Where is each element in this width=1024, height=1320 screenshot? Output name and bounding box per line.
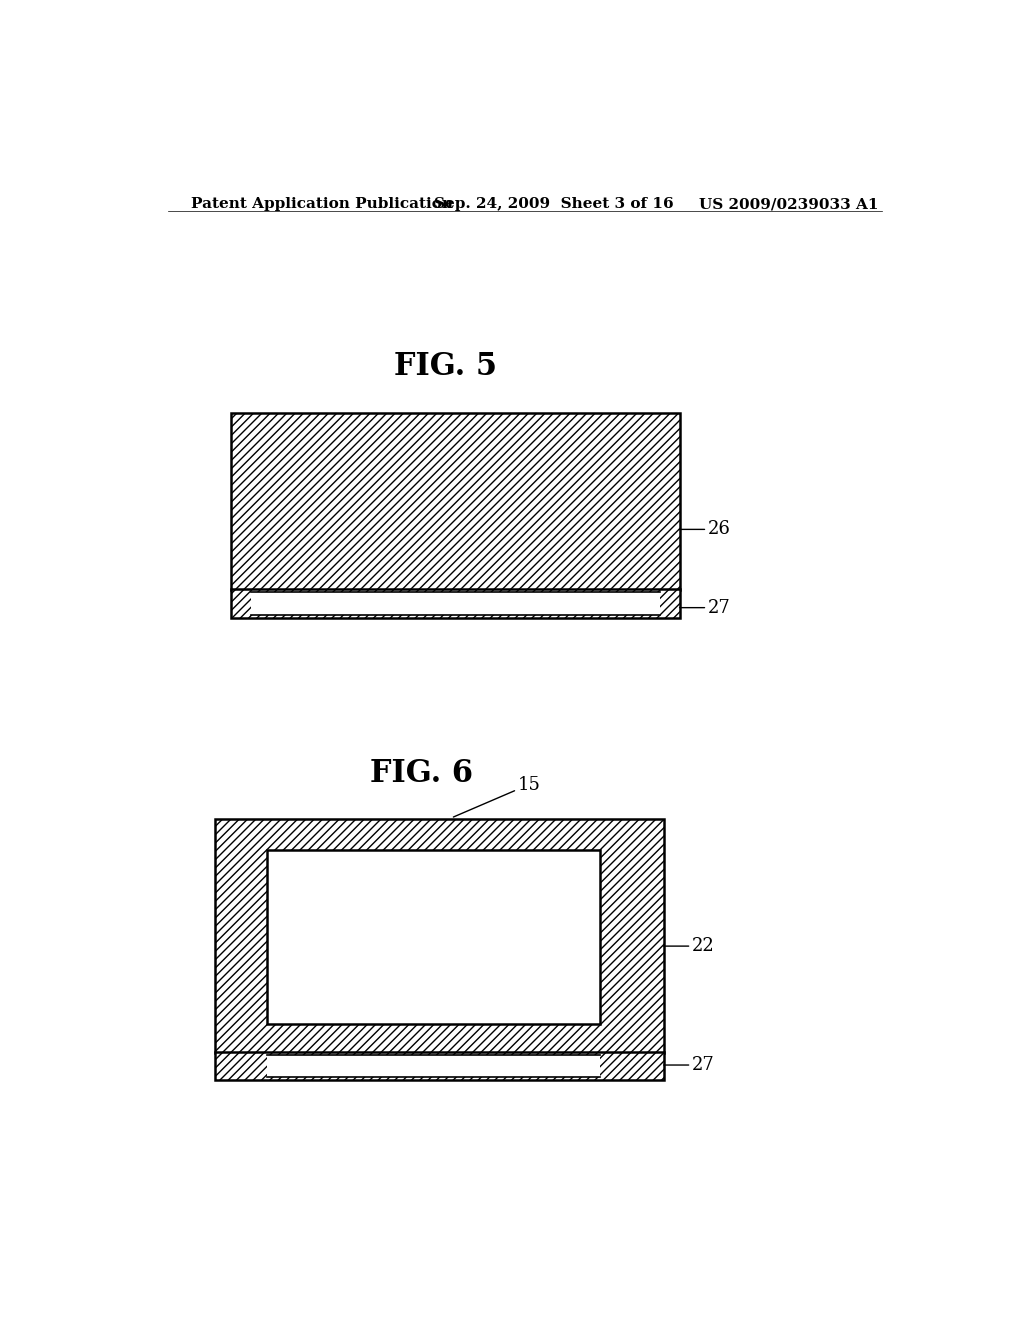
Text: Sep. 24, 2009  Sheet 3 of 16: Sep. 24, 2009 Sheet 3 of 16 (433, 197, 673, 211)
Text: US 2009/0239033 A1: US 2009/0239033 A1 (699, 197, 879, 211)
Text: FIG. 5: FIG. 5 (394, 351, 497, 383)
Bar (267, 1055, 600, 1077)
Text: FIG. 6: FIG. 6 (370, 758, 473, 789)
Bar (267, 850, 600, 1024)
Bar (251, 591, 659, 615)
Text: 27: 27 (664, 1056, 714, 1074)
Text: Patent Application Publication: Patent Application Publication (191, 197, 454, 211)
Bar (231, 413, 680, 590)
Text: 15: 15 (454, 776, 541, 817)
Bar (215, 1052, 664, 1080)
Bar (215, 818, 664, 1053)
Text: 26: 26 (680, 520, 730, 539)
Text: 27: 27 (680, 599, 730, 616)
Bar (231, 589, 680, 618)
Text: 22: 22 (664, 937, 714, 956)
